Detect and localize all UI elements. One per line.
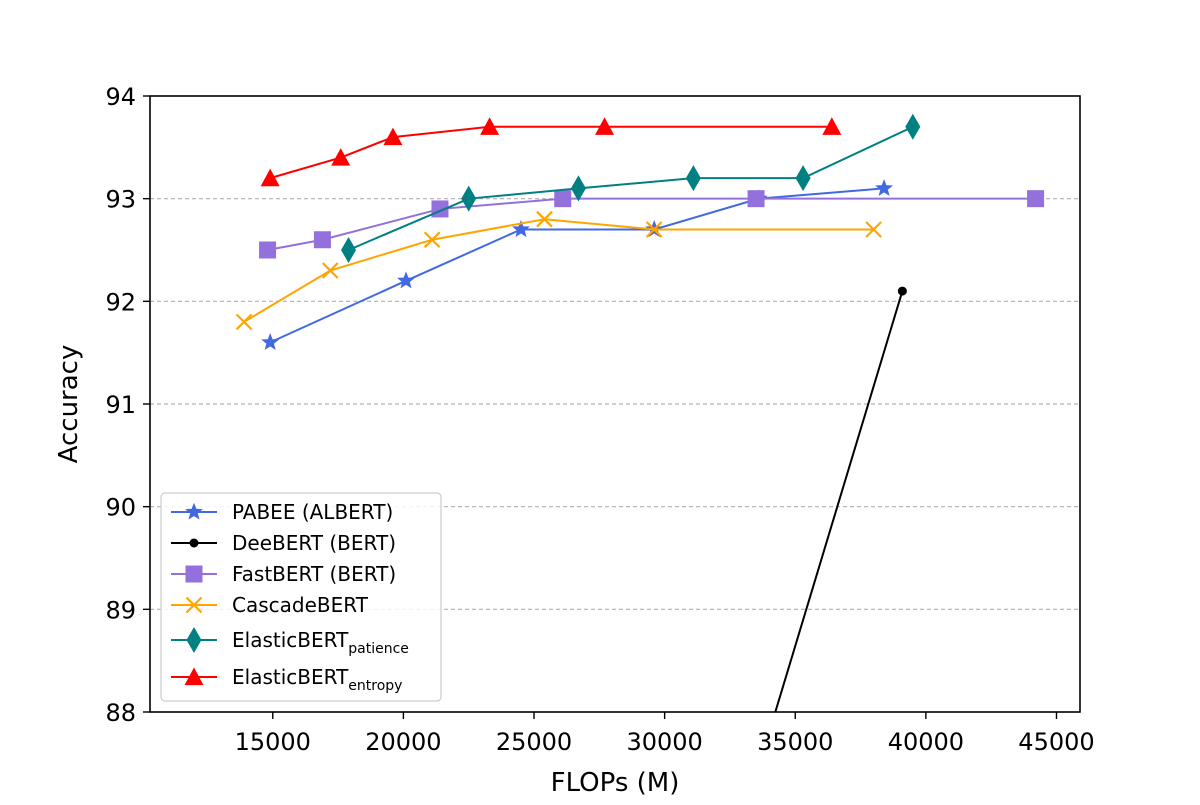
data-point xyxy=(235,313,253,331)
legend-label: DeeBERT (BERT) xyxy=(232,531,396,555)
y-tick-label: 90 xyxy=(105,494,136,522)
y-tick-label: 89 xyxy=(105,596,136,624)
data-point xyxy=(795,165,811,192)
series-line xyxy=(269,125,832,180)
legend-item: PABEE (ALBERT) xyxy=(171,500,393,524)
legend-label: FastBERT (BERT) xyxy=(232,562,396,586)
y-tick-label: 91 xyxy=(105,391,136,419)
data-point xyxy=(536,210,553,228)
data-point xyxy=(512,220,530,238)
data-point xyxy=(570,175,586,202)
legend-label: CascadeBERT xyxy=(232,593,369,617)
data-point xyxy=(261,332,280,351)
data-point xyxy=(313,231,331,249)
legend-marker xyxy=(186,627,202,653)
data-point xyxy=(480,117,500,135)
y-axis: 88 89 90 91 92 93 94 xyxy=(105,83,150,727)
series-3 xyxy=(235,210,882,331)
legend-marker xyxy=(185,565,203,583)
series-line xyxy=(269,187,885,344)
series-line xyxy=(774,290,904,712)
data-point xyxy=(865,221,882,238)
data-point xyxy=(321,262,339,279)
x-tick-label: 45000 xyxy=(1018,728,1094,756)
y-tick-label: 88 xyxy=(105,699,136,727)
x-axis-title: FLOPs (M) xyxy=(551,768,680,798)
data-point xyxy=(1027,190,1045,208)
data-point xyxy=(875,178,894,197)
legend-marker xyxy=(185,502,203,520)
x-tick-label: 30000 xyxy=(626,728,702,756)
data-point xyxy=(685,165,701,192)
legend-box xyxy=(160,492,442,702)
data-point xyxy=(897,286,907,296)
plot-series xyxy=(235,113,1045,712)
data-point xyxy=(397,271,415,289)
x-tick-label: 40000 xyxy=(888,728,964,756)
series-line xyxy=(267,197,1036,251)
data-point xyxy=(645,221,663,238)
y-tick-label: 92 xyxy=(105,288,136,316)
data-point xyxy=(905,113,921,140)
x-tick-label: 15000 xyxy=(235,728,311,756)
series-line xyxy=(243,218,874,323)
data-point xyxy=(331,148,351,166)
data-point xyxy=(461,185,477,212)
data-point xyxy=(383,127,403,146)
x-tick-label: 35000 xyxy=(757,728,833,756)
legend-marker xyxy=(184,667,204,686)
data-point xyxy=(341,237,357,263)
x-tick-label: 20000 xyxy=(365,728,441,756)
series-line xyxy=(348,125,914,251)
y-tick-label: 93 xyxy=(105,186,136,214)
data-point xyxy=(747,190,765,208)
data-point xyxy=(259,241,277,259)
legend-item: CascadeBERT xyxy=(171,593,369,617)
x-tick-label: 25000 xyxy=(496,728,572,756)
legend-marker xyxy=(189,538,199,548)
data-point xyxy=(260,168,280,187)
data-point xyxy=(822,117,842,135)
series-4 xyxy=(341,113,921,263)
legend-marker xyxy=(185,596,203,614)
series-2 xyxy=(259,190,1045,259)
legend: PABEE (ALBERT) DeeBERT (BERT) FastBERT (BE… xyxy=(160,492,442,702)
data-point xyxy=(554,190,572,208)
series-5 xyxy=(260,117,842,187)
data-point xyxy=(423,231,441,249)
y-axis-title: Accuracy xyxy=(54,345,84,464)
data-point xyxy=(595,117,615,135)
y-tick-label: 94 xyxy=(105,83,136,111)
series-1 xyxy=(774,286,907,712)
legend-item: DeeBERT (BERT) xyxy=(171,531,396,555)
legend-item: FastBERT (BERT) xyxy=(171,562,396,586)
x-axis: 15000 20000 25000 30000 35000 40000 45000 xyxy=(235,712,1095,756)
legend-label: PABEE (ALBERT) xyxy=(232,500,393,524)
